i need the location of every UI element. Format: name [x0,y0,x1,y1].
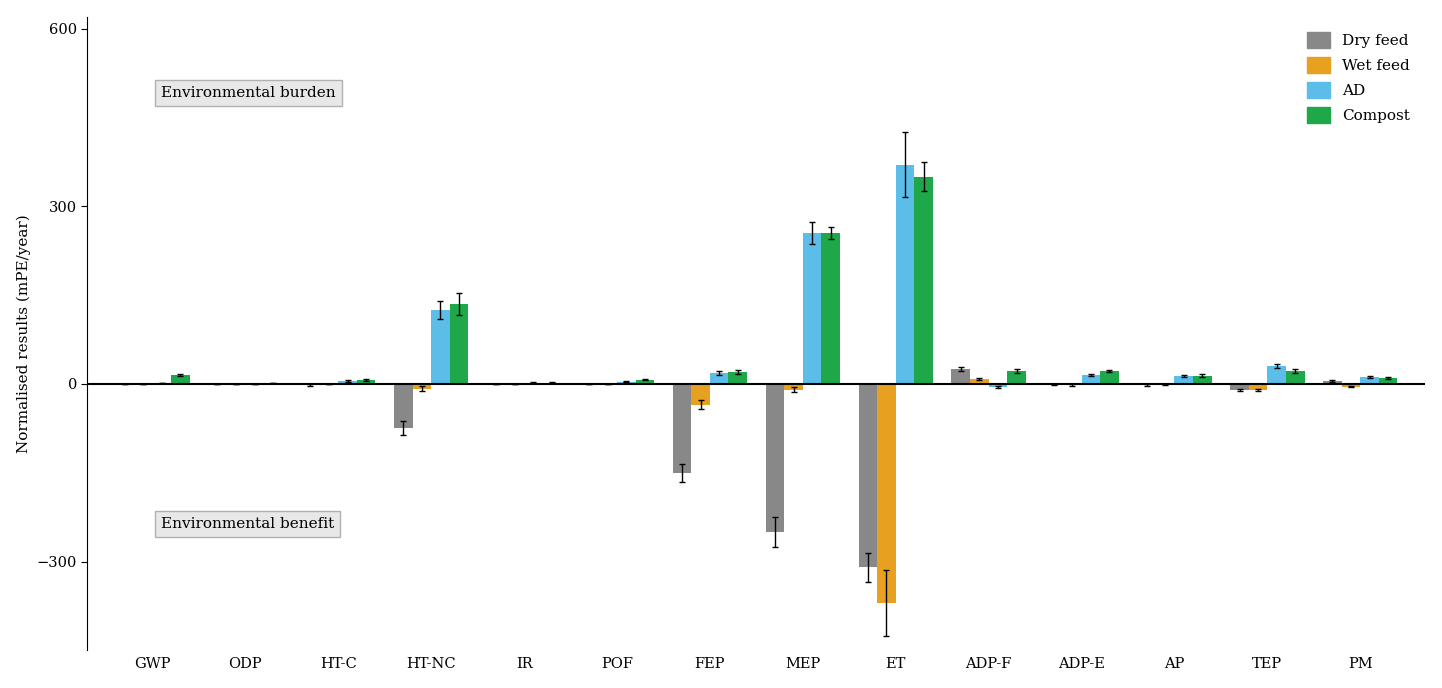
Bar [1082,375,1100,384]
Bar [1341,384,1360,387]
Bar [1100,371,1119,384]
Bar [895,164,914,384]
Bar [431,310,450,384]
Bar [1360,377,1379,384]
Bar [914,177,933,384]
Bar [1174,376,1193,384]
Bar [1268,366,1286,384]
Bar [1230,384,1249,390]
Bar [523,383,542,384]
Bar [989,384,1007,387]
Bar [412,384,431,389]
Bar [822,233,841,384]
Bar [542,383,561,384]
Bar [1324,381,1341,384]
Bar [673,384,691,473]
Bar [617,382,636,384]
Bar [803,233,822,384]
Text: Environmental burden: Environmental burden [162,86,336,100]
Bar [1138,384,1156,385]
Bar [709,373,728,384]
Bar [728,372,747,384]
Bar [952,369,970,384]
Bar [1193,376,1211,384]
Bar [356,380,375,384]
Bar [339,381,356,384]
Bar [1379,378,1397,384]
Legend: Dry feed, Wet feed, AD, Compost: Dry feed, Wet feed, AD, Compost [1299,24,1417,131]
Bar [450,304,469,384]
Bar [1007,371,1025,384]
Bar [784,384,803,390]
Bar [766,384,784,532]
Bar [172,375,189,384]
Bar [394,384,412,429]
Bar [301,384,320,385]
Bar [1286,371,1305,384]
Bar [636,380,655,384]
Bar [858,384,877,568]
Bar [970,379,989,384]
Text: Environmental benefit: Environmental benefit [162,517,335,530]
Y-axis label: Normalised results (mPE/year): Normalised results (mPE/year) [17,214,32,453]
Bar [1063,384,1082,385]
Bar [877,384,895,603]
Bar [1249,384,1268,390]
Bar [691,384,709,405]
